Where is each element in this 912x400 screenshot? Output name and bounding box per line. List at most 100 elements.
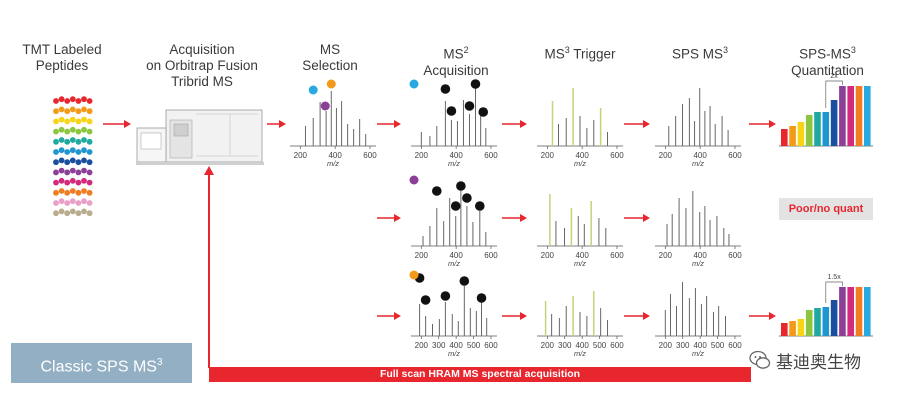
quant-bar [864,86,871,146]
instrument-side-screen [140,132,162,150]
axis-tick-label: 400 [575,251,589,260]
spectrum: 200 400 600 m/z [290,79,377,168]
axis-label: m/z [574,349,586,358]
ion-dot [478,107,489,117]
precursor-dot-blue [409,79,419,89]
spectrum: 200 400 600 m/z [537,194,624,268]
spectrum: 200 400 600 m/z [655,88,742,168]
peptide-dot [69,177,76,184]
quant-bars-layer: 2x 1.5x [779,73,873,337]
ion-dot [470,79,481,89]
classic-sps-ms3-box: Classic SPS MS3 [11,343,192,383]
ion-dot [459,276,470,286]
arrow-head [520,120,527,128]
quant-chart: 1.5x [779,274,873,337]
peptide-dot [81,188,87,194]
ion-dot [432,186,442,196]
header-ms-line2: Selection [302,58,358,73]
ion-dot [446,106,457,116]
tmt-peptides [53,96,93,217]
peptide-dot [64,189,71,196]
peptide-dot [64,210,71,217]
peptide-dot [81,147,87,154]
quant-bar [797,122,805,146]
arrow-head [520,214,527,222]
arrow-head [769,120,776,128]
quant-bracket [825,80,843,108]
arrow-head [643,312,650,320]
quant-bar [839,287,846,336]
peptide-dot [69,116,76,123]
axis-tick-label: 400 [693,341,707,350]
classic-main: Classic SPS MS [40,358,157,376]
quant-bar [814,308,821,336]
flow-arrows [103,120,776,320]
axis-tick-label: 200 [541,251,555,260]
axis-tick-label: 600 [484,151,498,160]
peptide-dot [75,169,82,176]
quant-bar [830,100,838,146]
peptide-dot [81,126,87,133]
return-arrowhead [204,166,214,175]
peptide-dot [69,188,76,194]
axis-tick-label: 400 [328,151,342,160]
arrow-head [643,214,650,222]
peptide-dot [64,98,71,104]
arrow-head [394,120,401,128]
header-ms2-main: MS [443,46,464,62]
peptide-dot [58,198,65,205]
peptide-dot [86,179,93,186]
spectrum: 200 300 400 500 600 m/z [537,291,624,358]
peptide-dot [58,167,65,174]
quant-bar [789,126,796,146]
peptide-dot [86,189,93,196]
axis-tick-label: 400 [693,251,707,260]
orbitrap-instrument [136,109,264,165]
axis-tick-label: 200 [659,151,673,160]
peptide-dot [53,200,59,206]
peptide-dot [64,179,71,186]
watermark: 基迪奥生物 [749,340,861,380]
axis-tick-label: 600 [728,151,742,160]
header-ms2-sup: 2 [463,45,469,55]
peptide-dot [75,179,82,186]
precursor-dots [409,79,419,280]
peptide-dot [58,177,65,184]
quant-bar [839,86,846,146]
arrow-head [124,120,131,128]
peptide-dot [53,179,59,186]
axis-tick-label: 500 [593,341,607,350]
ion-dot [462,193,472,203]
quant-bar [797,319,805,336]
peptide-dot [69,157,76,164]
arrow-head [643,120,650,128]
arrow-head [769,312,776,320]
spectrum: 200 400 600 m/z [411,181,498,268]
axis-tick-label: 400 [449,151,463,160]
axis-tick-label: 600 [610,251,624,260]
header-ms-line1: MS [319,42,341,57]
peptide-dot [86,169,93,176]
axis-tick-label: 200 [415,341,429,350]
peptide-dot [69,167,76,174]
ion-dot [326,79,336,89]
axis-tick-label: 200 [294,151,308,160]
precursor-dot-purple [409,175,419,185]
spectrum: 200 300 400 500 600 m/z [411,273,498,358]
axis-tick-label: 600 [728,251,742,260]
axis-label: m/z [327,159,339,168]
peptide-dot [86,128,93,135]
peptide-dot [69,96,76,103]
peptide-dot [58,137,65,143]
axis-label: m/z [574,159,586,168]
peptide-dot [86,159,93,166]
axis-tick-label: 200 [415,151,429,160]
peptide-dot [58,106,65,113]
peptide-dot [75,149,82,155]
axis-tick-label: 300 [432,341,446,350]
header-trig-main: MS [544,46,565,62]
quant-bar [830,300,838,336]
peptide-dot [81,167,87,174]
header-ms3-trigger: MS3 Trigger [525,42,635,63]
peptide-dot [64,149,71,155]
